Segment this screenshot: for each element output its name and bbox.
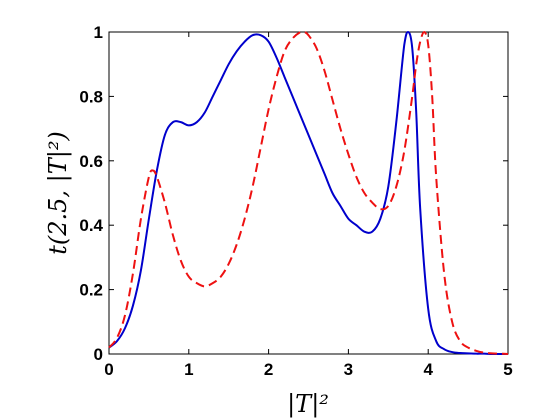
- x-tick-label: 2: [264, 360, 273, 379]
- x-tick-label: 0: [104, 360, 113, 379]
- x-tick-label: 4: [423, 360, 433, 379]
- x-tick-label: 3: [344, 360, 353, 379]
- y-tick-label: 0.6: [79, 152, 103, 171]
- x-tick-label: 1: [184, 360, 193, 379]
- series-lines: [108, 30, 509, 356]
- tick-labels: 0 1 2 3 4 5 0 0.2 0.4 0.6 0.8 1: [79, 23, 512, 379]
- x-tick-label: 5: [503, 360, 512, 379]
- y-tick-label: 0.2: [79, 281, 103, 300]
- series-line-dashed-red: [108, 30, 509, 355]
- series-line-solid-blue: [108, 31, 508, 356]
- y-axis-label: t(2.5, |T|²): [44, 131, 73, 255]
- y-tick-label: 1: [94, 23, 103, 42]
- y-tick-label: 0.8: [79, 87, 103, 106]
- y-tick-label: 0: [94, 345, 103, 364]
- x-axis-label: |T|²: [287, 390, 329, 419]
- y-tick-label: 0.4: [79, 216, 103, 235]
- plot-area: [108, 31, 509, 355]
